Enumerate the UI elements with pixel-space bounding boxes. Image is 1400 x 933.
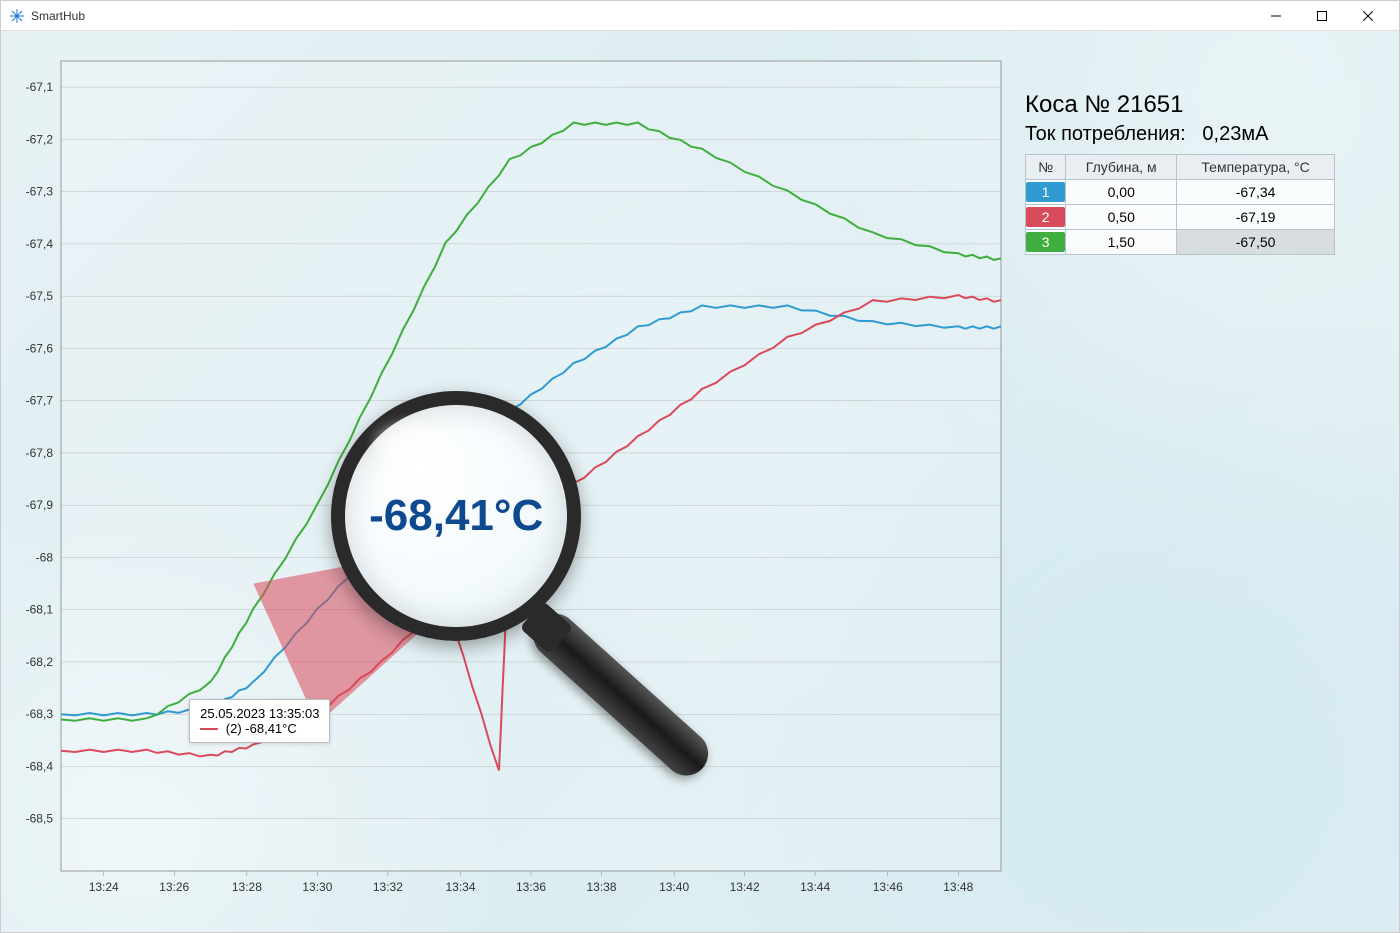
svg-text:13:24: 13:24 xyxy=(89,880,119,894)
titlebar: SmartHub xyxy=(1,1,1399,31)
col-number: № xyxy=(1026,155,1066,180)
svg-text:13:36: 13:36 xyxy=(516,880,546,894)
current-consumption: Ток потребления: 0,23мА xyxy=(1025,123,1335,146)
app-icon xyxy=(9,8,25,24)
svg-text:13:30: 13:30 xyxy=(302,880,332,894)
cell-depth: 1,50 xyxy=(1066,230,1177,255)
window-title: SmartHub xyxy=(31,9,85,23)
svg-text:-67,6: -67,6 xyxy=(26,341,54,355)
magnifier-reading: -68,41°C xyxy=(369,491,543,541)
svg-text:-68,1: -68,1 xyxy=(26,603,54,617)
sensor-table: № Глубина, м Температура, °С 10,00-67,34… xyxy=(1025,154,1335,255)
svg-text:13:28: 13:28 xyxy=(232,880,262,894)
table-row[interactable]: 31,50-67,50 xyxy=(1026,230,1335,255)
magnifier-overlay: -68,41°C xyxy=(331,391,581,641)
cell-temp: -67,50 xyxy=(1177,230,1335,255)
tooltip-swatch xyxy=(200,728,218,730)
svg-text:-67,5: -67,5 xyxy=(26,289,54,303)
chart-region[interactable]: -67,1 -67,2 -67,3 -67,4 -67,5 -67,6 -67,7 -67,8… xyxy=(1,51,1011,921)
col-temperature: Температура, °С xyxy=(1177,155,1335,180)
device-title: Коса № 21651 xyxy=(1025,91,1335,119)
svg-text:-68,3: -68,3 xyxy=(26,707,54,721)
svg-text:13:44: 13:44 xyxy=(800,880,830,894)
svg-text:-67,2: -67,2 xyxy=(26,132,54,146)
svg-text:13:46: 13:46 xyxy=(873,880,903,894)
svg-text:-68,4: -68,4 xyxy=(26,759,54,773)
table-row[interactable]: 20,50-67,19 xyxy=(1026,205,1335,230)
col-depth: Глубина, м xyxy=(1066,155,1177,180)
sensor-badge: 2 xyxy=(1026,207,1065,227)
svg-text:-67,3: -67,3 xyxy=(26,185,54,199)
svg-text:-67,4: -67,4 xyxy=(26,237,54,251)
svg-text:13:38: 13:38 xyxy=(586,880,616,894)
svg-text:13:48: 13:48 xyxy=(943,880,973,894)
content-area: -67,1 -67,2 -67,3 -67,4 -67,5 -67,6 -67,7 -67,8… xyxy=(1,31,1399,932)
svg-text:-68,5: -68,5 xyxy=(26,812,54,826)
cell-temp: -67,19 xyxy=(1177,205,1335,230)
svg-text:-67,8: -67,8 xyxy=(26,446,54,460)
tooltip-timestamp: 25.05.2023 13:35:03 xyxy=(200,706,319,721)
maximize-button[interactable] xyxy=(1299,1,1345,31)
cell-depth: 0,50 xyxy=(1066,205,1177,230)
svg-text:13:32: 13:32 xyxy=(373,880,403,894)
chart-tooltip: 25.05.2023 13:35:03 (2) -68,41°С xyxy=(189,699,330,743)
window-controls xyxy=(1253,1,1391,31)
current-value: 0,23мА xyxy=(1202,123,1268,145)
svg-text:-68: -68 xyxy=(36,550,54,564)
side-panel: Коса № 21651 Ток потребления: 0,23мА № Г… xyxy=(1025,91,1335,255)
sensor-badge: 3 xyxy=(1026,232,1065,252)
svg-text:13:26: 13:26 xyxy=(159,880,189,894)
sensor-badge: 1 xyxy=(1026,182,1065,202)
svg-text:-67,9: -67,9 xyxy=(26,498,54,512)
table-row[interactable]: 10,00-67,34 xyxy=(1026,180,1335,205)
svg-text:-68,2: -68,2 xyxy=(26,655,54,669)
current-label: Ток потребления: xyxy=(1025,123,1186,145)
close-button[interactable] xyxy=(1345,1,1391,31)
svg-text:13:40: 13:40 xyxy=(659,880,689,894)
table-header-row: № Глубина, м Температура, °С xyxy=(1026,155,1335,180)
svg-text:-67,7: -67,7 xyxy=(26,394,54,408)
cell-temp: -67,34 xyxy=(1177,180,1335,205)
cell-depth: 0,00 xyxy=(1066,180,1177,205)
minimize-button[interactable] xyxy=(1253,1,1299,31)
svg-text:13:34: 13:34 xyxy=(445,880,475,894)
tooltip-value: (2) -68,41°С xyxy=(226,721,297,736)
tooltip-series: (2) -68,41°С xyxy=(200,721,319,736)
app-window: SmartHub -67,1-67,2-67,3-67,4-67,5-67,6-… xyxy=(0,0,1400,933)
svg-text:-67,1: -67,1 xyxy=(26,80,54,94)
svg-text:13:42: 13:42 xyxy=(730,880,760,894)
